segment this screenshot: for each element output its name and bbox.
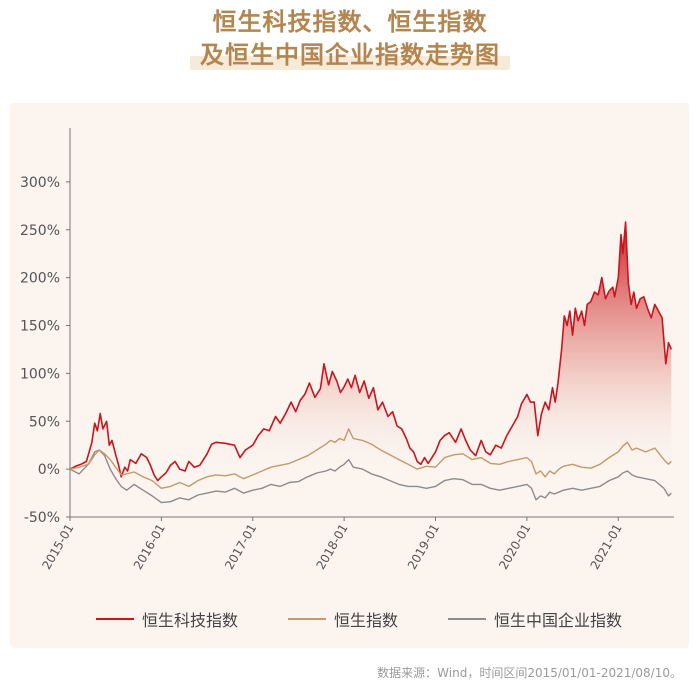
series-area-hstech xyxy=(70,222,672,470)
legend-label-hstech: 恒生科技指数 xyxy=(142,611,239,630)
chart-title-line2: 及恒生中国企业指数走势图 xyxy=(190,39,510,72)
y-tick-label: 100% xyxy=(20,366,60,382)
y-tick-label: 50% xyxy=(29,414,60,430)
legend-swatch-hsi xyxy=(288,618,327,620)
y-tick-label: 0% xyxy=(38,462,60,478)
chart-title-line1: 恒生科技指数、恒生指数 xyxy=(212,8,488,36)
legend-label-hsi: 恒生指数 xyxy=(334,611,399,630)
series-layer xyxy=(69,221,673,504)
chart-legend: 恒生科技指数 恒生指数 恒生中国企业指数 xyxy=(96,607,672,631)
x-tick-label: 2017-01 xyxy=(222,522,259,572)
y-tick-label: 250% xyxy=(20,223,60,239)
legend-item-hsi: 恒生指数 xyxy=(288,607,398,631)
x-tick-label: 2021-01 xyxy=(588,522,625,572)
series-line-hsi xyxy=(69,428,672,489)
x-tick-label: 2019-01 xyxy=(405,522,442,572)
data-source-note: 数据来源：Wind，时间区间2015/01/01-2021/08/10。 xyxy=(377,666,682,680)
chart-title: 恒生科技指数、恒生指数 及恒生中国企业指数走势图 xyxy=(0,6,700,72)
legend-item-hstech: 恒生科技指数 xyxy=(96,607,238,631)
legend-swatch-hscei xyxy=(448,618,487,620)
y-tick-label: -50% xyxy=(24,510,60,526)
legend-item-hscei: 恒生中国企业指数 xyxy=(448,607,622,631)
x-tick-label: 2018-01 xyxy=(314,522,351,572)
line-chart: -50% 0% 50% 100% 150% 200% 250% 300% 2015-01 2016… xyxy=(20,128,674,572)
x-tick-label: 2015-01 xyxy=(39,522,76,572)
y-tick-label: 150% xyxy=(20,319,60,335)
x-tick-label: 2016-01 xyxy=(131,522,168,572)
y-tick-label: 300% xyxy=(20,175,60,191)
series-line-hscei xyxy=(69,449,672,504)
legend-swatch-hstech xyxy=(96,618,134,620)
x-tick-label: 2020-01 xyxy=(496,522,533,572)
series-line-hstech xyxy=(69,221,673,482)
y-tick-label: 200% xyxy=(20,271,60,287)
legend-label-hscei: 恒生中国企业指数 xyxy=(494,611,623,630)
